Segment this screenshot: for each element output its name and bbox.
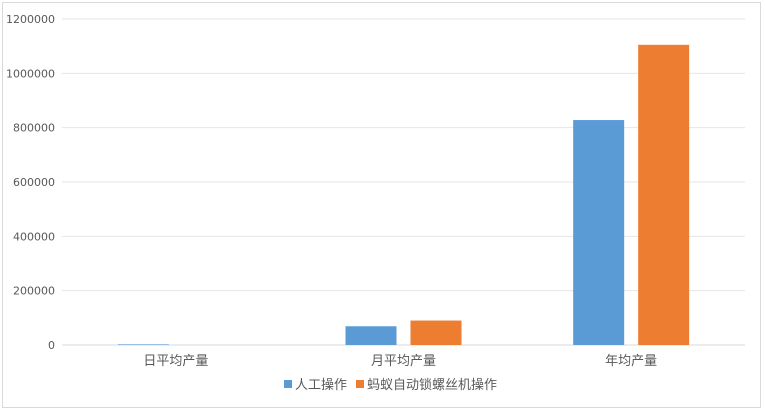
bar [345, 326, 397, 345]
x-category-label: 年均产量 [605, 354, 657, 369]
legend-label: 人工操作 [295, 377, 347, 393]
y-tick-label: 200000 [13, 285, 55, 298]
legend-swatch [356, 380, 364, 388]
y-tick-label: 600000 [13, 176, 55, 189]
y-tick-label: 800000 [13, 122, 55, 135]
bar [410, 320, 462, 345]
bar [117, 344, 169, 345]
legend-label: 蚂蚁自动锁螺丝机操作 [367, 377, 497, 393]
x-category-label: 月平均产量 [371, 354, 436, 369]
y-tick-label: 1200000 [6, 13, 55, 26]
y-tick-label: 1000000 [6, 67, 55, 80]
legend-swatch [284, 380, 292, 388]
y-tick-label: 400000 [13, 230, 55, 243]
bar [573, 120, 625, 345]
bar [638, 44, 690, 345]
x-category-label: 日平均产量 [143, 354, 208, 369]
y-tick-label: 0 [48, 339, 55, 352]
